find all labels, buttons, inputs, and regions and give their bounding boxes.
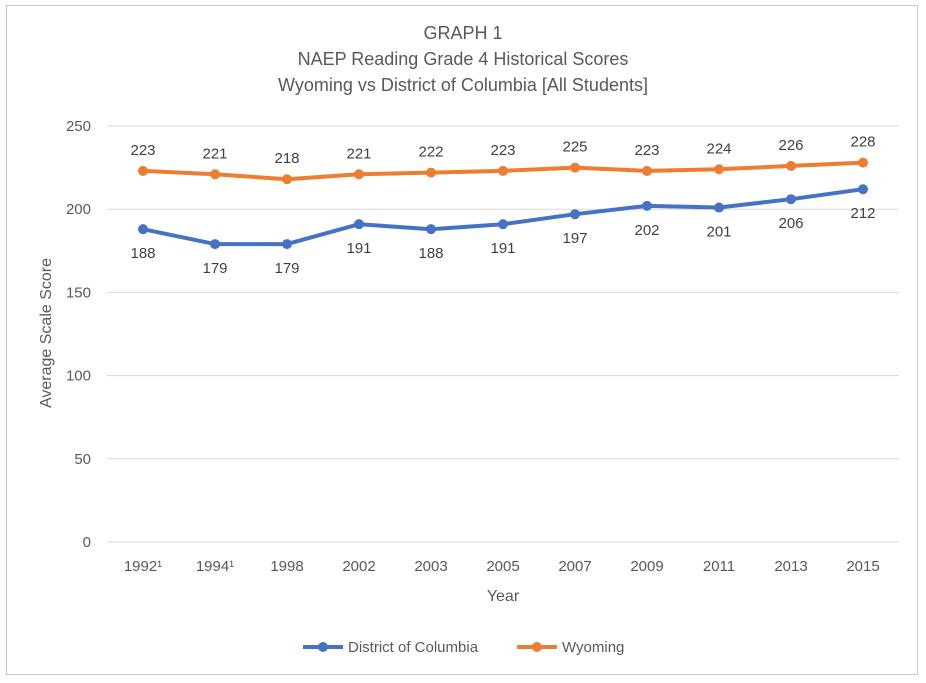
data-label: 191 — [346, 240, 371, 257]
data-point — [714, 202, 724, 213]
data-point — [786, 160, 796, 171]
data-point — [282, 239, 292, 250]
data-labels: 188 179 179 191 188 191 197 202 201 206 212 223 221 2… — [130, 134, 875, 278]
data-label: 188 — [130, 245, 155, 262]
y-tick-label: 250 — [66, 118, 91, 135]
chart-title: GRAPH 1 NAEP Reading Grade 4 Historical … — [0, 20, 926, 98]
x-tick-label: 2005 — [486, 558, 519, 575]
x-tick-label: 1992¹ — [124, 558, 162, 575]
y-tick-label: 150 — [66, 284, 91, 301]
data-label: 221 — [346, 145, 371, 162]
x-tick-label: 2009 — [630, 558, 663, 575]
data-point — [210, 169, 220, 180]
data-point — [210, 239, 220, 250]
legend-label: Wyoming — [562, 639, 624, 656]
x-tick-label: 2007 — [558, 558, 591, 575]
data-label: 228 — [850, 134, 875, 151]
legend-marker — [532, 642, 542, 652]
x-tick-label: 1994¹ — [196, 558, 234, 575]
data-point — [354, 169, 364, 180]
gridlines — [107, 125, 899, 543]
data-point — [498, 165, 508, 176]
data-label: 191 — [490, 240, 515, 257]
chart-title-line-2: NAEP Reading Grade 4 Historical Scores — [297, 49, 629, 69]
data-point — [138, 165, 148, 176]
data-label: 222 — [418, 144, 443, 161]
chart-frame — [6, 5, 918, 675]
data-point — [642, 165, 652, 176]
x-tick-label: 2015 — [846, 558, 879, 575]
data-label: 225 — [562, 139, 587, 156]
legend-marker — [318, 642, 328, 652]
data-point — [138, 224, 148, 235]
data-label: 223 — [490, 142, 515, 159]
data-point — [498, 219, 508, 230]
data-label: 197 — [562, 230, 587, 247]
data-point — [570, 209, 580, 220]
chart-title-line-3: Wyoming vs District of Columbia [All Stu… — [278, 75, 648, 95]
data-label: 218 — [274, 150, 299, 167]
data-label: 179 — [202, 260, 227, 277]
legend: District of Columbia Wyoming — [303, 639, 624, 656]
data-label: 223 — [634, 142, 659, 159]
data-point — [858, 184, 868, 195]
data-point — [282, 174, 292, 185]
x-tick-label: 2013 — [774, 558, 807, 575]
data-point — [642, 200, 652, 211]
x-axis-title: Year — [487, 588, 520, 605]
x-tick-label: 2002 — [342, 558, 375, 575]
data-point — [354, 219, 364, 230]
series-line — [141, 187, 865, 247]
data-label: 226 — [778, 137, 803, 154]
data-label: 223 — [130, 142, 155, 159]
y-tick-label: 0 — [83, 534, 91, 551]
data-label: 188 — [418, 245, 443, 262]
y-tick-labels: 0 50 100 150 200 250 — [66, 118, 91, 551]
y-axis-title: Average Scale Score — [38, 258, 55, 408]
data-label: 201 — [706, 224, 731, 241]
data-label: 206 — [778, 215, 803, 232]
y-tick-label: 200 — [66, 201, 91, 218]
data-point — [426, 224, 436, 235]
data-label: 179 — [274, 260, 299, 277]
data-label: 224 — [706, 140, 731, 157]
data-label: 202 — [634, 222, 659, 239]
data-point — [426, 167, 436, 178]
x-tick-label: 2003 — [414, 558, 447, 575]
legend-label: District of Columbia — [348, 639, 479, 656]
x-tick-labels: 1992¹ 1994¹ 1998 2002 2003 2005 2007 2009 2011 20… — [124, 558, 880, 575]
data-label: 221 — [202, 145, 227, 162]
series-points — [138, 157, 868, 250]
data-point — [714, 164, 724, 175]
chart-title-line-1: GRAPH 1 — [423, 23, 503, 43]
y-tick-label: 100 — [66, 368, 91, 385]
x-tick-label: 2011 — [703, 558, 735, 575]
y-tick-label: 50 — [74, 451, 91, 468]
data-point — [858, 157, 868, 168]
data-label: 212 — [850, 205, 875, 222]
data-point — [786, 194, 796, 205]
data-point — [570, 162, 580, 173]
x-tick-label: 1998 — [270, 558, 303, 575]
